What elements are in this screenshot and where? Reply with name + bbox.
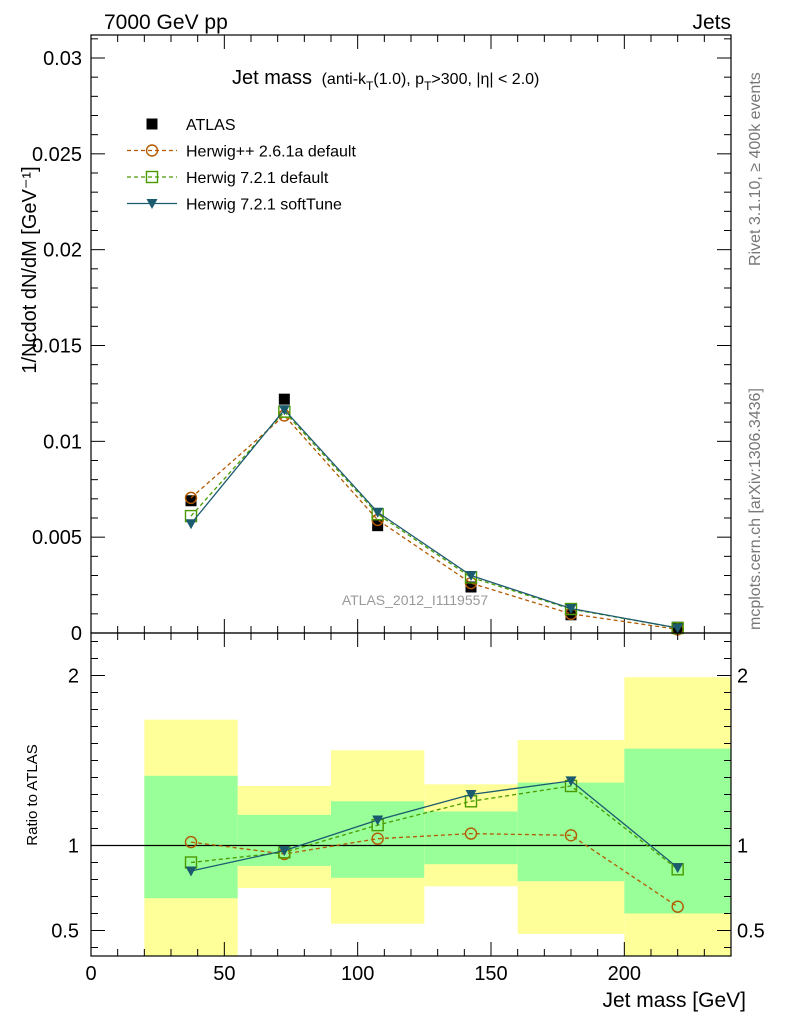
main-series-point-1-0 (184, 491, 198, 505)
ratio-series-point-0-2 (371, 832, 384, 845)
main-series-point-3-1 (278, 405, 290, 416)
legend-marker-0 (146, 118, 158, 130)
ratio-series-line-0 (190, 832, 679, 908)
ratio-y-tick-label-right: 1 (737, 836, 748, 858)
ratio-series-point-2-1 (278, 846, 290, 857)
band-green-4 (517, 782, 625, 882)
ratio-y-axis-label: Ratio to ATLAS (24, 744, 41, 845)
x-tick-label: 100 (341, 963, 374, 985)
x-tick-label: 50 (213, 963, 235, 985)
ratio-series-point-2-4 (565, 776, 577, 787)
main-series-line-1 (190, 414, 678, 631)
x-tick-label: 150 (474, 963, 507, 985)
main-title: Jet mass (anti-kT(1.0), pT>300, |η| < 2.… (232, 67, 539, 93)
ratio-y-tick-label-right: 0.5 (737, 921, 765, 943)
main-series-line-3 (190, 408, 678, 629)
ratio-series-point-2-3 (465, 790, 477, 800)
side-label-bottom: mcplots.cern.ch [arXiv:1306.3436] (747, 388, 764, 630)
x-tick-label: 200 (608, 963, 641, 985)
ratio-series-point-2-2 (372, 815, 384, 826)
ratio-series-point-0-3 (464, 827, 478, 840)
main-y-tick-label: 0.03 (43, 48, 82, 70)
main-series-point-0-0 (185, 495, 197, 507)
band-green-2 (331, 801, 425, 878)
main-series-point-0-3 (465, 581, 477, 593)
legend-label-2: Herwig 7.2.1 default (186, 170, 329, 187)
ratio-series-point-0-5 (671, 900, 684, 913)
ratio-series-point-2-0 (185, 866, 197, 877)
header-left: 7000 GeV pp (104, 11, 228, 34)
ratio-series-point-2-5 (672, 863, 684, 874)
main-title-detail-5: >300, |η| < 2.0) (431, 71, 539, 88)
main-panel: 0 0.005 0.01 0.015 0.02 0.025 0.03 (32, 34, 732, 645)
main-y-tick-label: 0.02 (43, 240, 82, 262)
ratio-series-line-2 (190, 780, 679, 872)
x-axis-label: Jet mass [GeV] (602, 989, 746, 1012)
main-title-detail-4: T (424, 79, 432, 93)
main-series-point-3-5 (672, 623, 684, 634)
legend-marker-2 (145, 170, 159, 184)
main-title-detail-1: (anti-k (322, 71, 367, 88)
legend-label-1: Herwig++ 2.6.1a default (186, 144, 356, 161)
legend-label-3: Herwig 7.2.1 softTune (186, 197, 342, 214)
main-y-tick-label: 0.015 (32, 336, 82, 358)
watermark: ATLAS_2012_I1119557 (342, 592, 489, 608)
main-y-tick-label: 0 (71, 623, 82, 645)
ratio-y-tick-label-right: 2 (737, 666, 748, 688)
main-title-detail-3: (1.0), p (373, 71, 424, 88)
main-series-point-0-1 (278, 393, 290, 405)
main-series-point-3-4 (565, 603, 577, 614)
main-y-tick-label: 0.005 (32, 527, 82, 549)
legend: ATLAS Herwig++ 2.6.1a default Herwig 7.2.1… (127, 117, 356, 214)
legend-label-0: ATLAS (186, 117, 236, 134)
header-right: Jets (692, 11, 731, 34)
main-y-tick-label: 0.01 (43, 431, 82, 453)
ratio-y-tick-label-left: 2 (68, 666, 79, 688)
main-y-axis-label: 1/Ncdot dN/dM [GeV⁻¹] (19, 166, 41, 373)
main-title-text: Jet mass (232, 67, 312, 89)
ratio-y-tick-label-left: 0.5 (51, 921, 79, 943)
ratio-series-point-0-0 (184, 835, 198, 849)
main-title-detail-2: T (366, 79, 374, 93)
band-green-5 (624, 748, 731, 914)
legend-marker-3 (146, 199, 158, 209)
legend-marker-1 (145, 144, 159, 157)
ratio-y-tick-label-left: 1 (68, 836, 79, 858)
main-series-point-3-3 (465, 571, 477, 581)
main-series-point-3-2 (372, 507, 384, 518)
band-green-3 (424, 811, 518, 865)
main-y-tick-label: 0.025 (32, 144, 82, 166)
ratio-panel: 0 50 100 150 200 0.5 0.5 1 1 2 2 (51, 632, 765, 985)
main-series-point-3-0 (185, 519, 197, 530)
x-tick-label: 0 (85, 963, 96, 985)
side-label-top: Rivet 3.1.10, ≥ 400k events (747, 72, 764, 266)
ratio-series-point-0-4 (564, 829, 578, 842)
